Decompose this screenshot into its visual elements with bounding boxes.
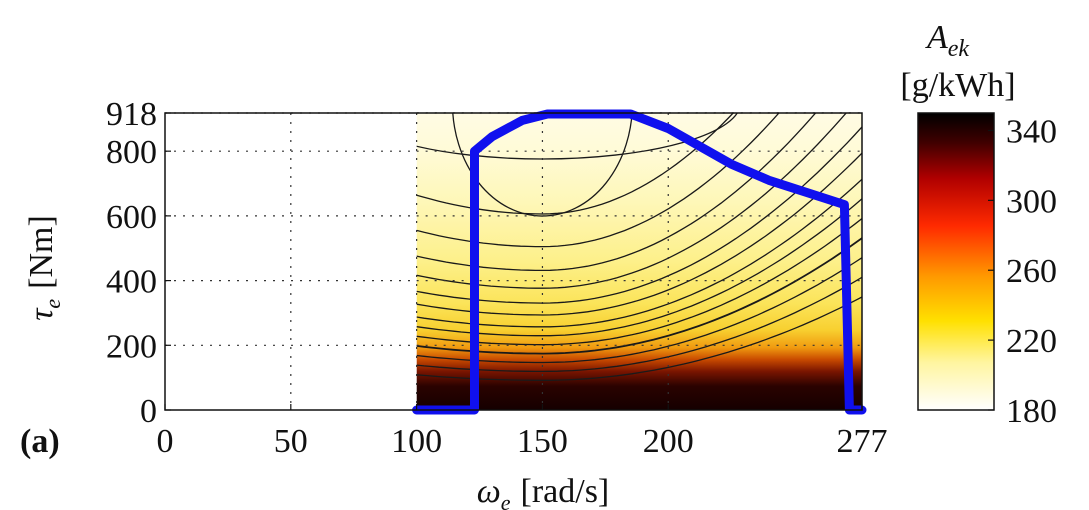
colorbar-symbol: A xyxy=(925,19,948,56)
y-axis-label: τe [Nm] xyxy=(23,215,65,321)
y-tick-label: 918 xyxy=(106,96,157,133)
y-tick-label: 800 xyxy=(106,134,157,171)
contour-line xyxy=(416,257,862,364)
panel-label: (a) xyxy=(20,423,60,460)
contour-line xyxy=(416,178,862,328)
y-tick-label: 200 xyxy=(106,328,157,365)
colorbar-subscript: ek xyxy=(948,36,970,62)
contour-line xyxy=(416,198,862,337)
x-tick-label: 150 xyxy=(517,423,568,460)
y-axis-symbol: τ xyxy=(23,307,60,321)
contour-line xyxy=(416,237,862,355)
x-tick-label: 100 xyxy=(391,423,442,460)
contour-line xyxy=(416,276,862,373)
y-axis-subscript: e xyxy=(40,299,65,309)
contour-line xyxy=(416,113,817,272)
y-tick-label: 0 xyxy=(140,393,157,430)
colorbar-tick-label: 180 xyxy=(1006,393,1057,430)
colorbar-tick-label: 260 xyxy=(1006,253,1057,290)
x-tick-label: 277 xyxy=(837,423,888,460)
colorbar-unit: [g/kWh] xyxy=(900,67,1015,104)
x-axis-symbol: ω xyxy=(477,473,501,510)
x-axis-unit: [rad/s] xyxy=(521,473,610,510)
plot-frame xyxy=(164,112,863,411)
y-tick-label: 400 xyxy=(106,264,157,301)
contour-lines xyxy=(416,113,862,381)
contour-line xyxy=(416,113,780,248)
contour-line xyxy=(416,296,862,381)
colorbar-title: Aek xyxy=(925,19,969,62)
max-torque-curve xyxy=(412,109,867,415)
x-tick-label: 0 xyxy=(157,423,174,460)
x-tick-label: 50 xyxy=(274,423,308,460)
y-tick-label: 600 xyxy=(106,199,157,236)
colorbar-ticks: 180 220 260 300 340 xyxy=(988,113,1057,430)
y-axis-unit: [Nm] xyxy=(23,215,60,289)
contour-line xyxy=(416,152,862,316)
efficiency-map xyxy=(416,113,862,410)
x-ticks: 0 50 100 150 200 277 xyxy=(157,404,888,460)
contour-line xyxy=(452,113,633,217)
colorbar-tick-label: 340 xyxy=(1006,113,1057,150)
contour-line xyxy=(416,217,862,346)
contour-line xyxy=(416,113,735,215)
colorbar-tick-label: 300 xyxy=(1006,183,1057,220)
contour-line xyxy=(416,113,848,289)
colorbar-tick-label: 220 xyxy=(1006,323,1057,360)
contour-line xyxy=(416,126,862,304)
x-axis-label: ωe [rad/s] xyxy=(477,473,610,510)
colorbar xyxy=(917,112,995,411)
x-tick-label: 200 xyxy=(643,423,694,460)
x-axis-subscript: e xyxy=(501,490,511,510)
